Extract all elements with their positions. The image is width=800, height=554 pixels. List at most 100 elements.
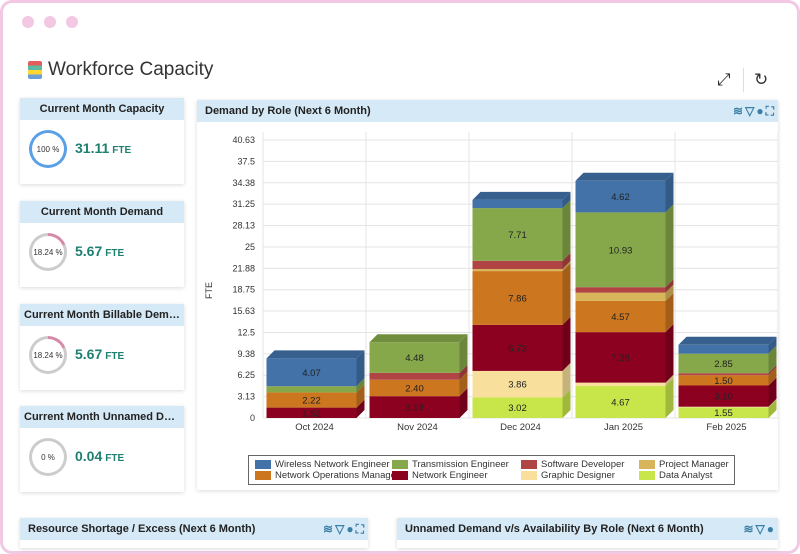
- bar-top: [266, 350, 365, 359]
- data-label: 4.57: [611, 312, 630, 323]
- data-label: 4.48: [405, 353, 424, 364]
- layers-icon[interactable]: ≋: [323, 522, 334, 536]
- card-title: Current Month Demand: [20, 201, 184, 223]
- refresh-icon[interactable]: ↻: [754, 70, 769, 89]
- bar-segment[interactable]: [678, 375, 769, 386]
- layers-icon[interactable]: ≋: [743, 522, 754, 536]
- legend-swatch: [639, 460, 655, 469]
- more-icon[interactable]: ●: [766, 522, 774, 536]
- legend-item[interactable]: Data Analyst: [639, 470, 712, 481]
- filter-icon[interactable]: ▽: [745, 104, 755, 118]
- bar-segment[interactable]: [266, 392, 357, 408]
- y-tick-label: 0: [250, 413, 255, 423]
- bar-side: [562, 200, 571, 261]
- bar-segment[interactable]: [472, 397, 563, 418]
- bar-segment[interactable]: [472, 271, 563, 325]
- data-label: 7.71: [508, 230, 527, 241]
- y-tick-label: 21.88: [232, 263, 255, 273]
- bar-segment[interactable]: [369, 396, 460, 418]
- demand-chart: 0 3.13 6.25 9.38 12.5 15.63 18.75 21.88 25 28.13 3…: [204, 132, 778, 433]
- bar-segment[interactable]: [369, 372, 460, 380]
- y-tick-label: 40.63: [232, 135, 255, 145]
- x-tick-label: Dec 2024: [500, 422, 541, 433]
- progress-ring: 100 %: [29, 130, 67, 168]
- filter-icon[interactable]: ▽: [755, 522, 765, 536]
- data-label: 1.52: [302, 408, 321, 419]
- bar-segment[interactable]: [678, 385, 769, 407]
- bar-segment[interactable]: [472, 208, 563, 261]
- filter-icon[interactable]: ▽: [335, 522, 345, 536]
- panel-title: Demand by Role (Next 6 Month): [205, 105, 371, 117]
- page-title: Workforce Capacity: [28, 59, 213, 81]
- bar-segment[interactable]: [472, 370, 563, 398]
- more-icon[interactable]: ●: [756, 104, 764, 118]
- fullscreen-icon[interactable]: ⛶: [765, 104, 774, 118]
- unnamed-demand-panel: Unnamed Demand v/s Availability By Role …: [397, 518, 778, 548]
- card-unit: FTE: [105, 248, 125, 259]
- legend-item[interactable]: Project Manager: [639, 459, 729, 470]
- y-axis-label: FTE: [204, 282, 214, 299]
- bar-segment[interactable]: [575, 300, 666, 333]
- bar-segment[interactable]: [266, 407, 357, 418]
- y-tick-label: 37.5: [237, 156, 255, 166]
- bar-segment[interactable]: [266, 358, 357, 387]
- bar-side: [665, 374, 674, 387]
- bar-segment[interactable]: [472, 324, 563, 371]
- card-value: 31.11: [75, 140, 110, 156]
- bar-segment[interactable]: [575, 212, 666, 288]
- bar-segment[interactable]: [472, 199, 563, 209]
- bar-segment[interactable]: [472, 260, 563, 270]
- layers-icon[interactable]: ≋: [733, 104, 744, 118]
- x-tick-label: Jan 2025: [604, 422, 643, 433]
- bar-segment[interactable]: [575, 180, 666, 213]
- more-icon[interactable]: ●: [346, 522, 354, 536]
- legend-swatch: [521, 460, 537, 469]
- bar-segment[interactable]: [678, 353, 769, 374]
- bar-side: [665, 204, 674, 288]
- chart-legend: Wireless Network Engineer Transmission En…: [248, 455, 735, 485]
- bar-segment[interactable]: [369, 379, 460, 397]
- bar-segment[interactable]: [678, 406, 769, 408]
- legend-item[interactable]: Transmission Engineer: [392, 459, 509, 470]
- expand-icon[interactable]: ⤢: [717, 70, 731, 89]
- card-value: 5.67: [75, 243, 103, 259]
- bar-segment[interactable]: [575, 382, 666, 387]
- kpi-card: Current Month Demand 18.24 % 5.67 FTE: [20, 201, 184, 287]
- fullscreen-icon[interactable]: ⛶: [355, 522, 364, 536]
- bar-segment[interactable]: [678, 344, 769, 354]
- bar-top: [575, 172, 674, 181]
- page-title-text: Workforce Capacity: [48, 59, 214, 80]
- x-tick-label: Nov 2024: [397, 422, 438, 433]
- data-label: 4.67: [611, 398, 630, 409]
- bar-side: [768, 399, 777, 418]
- legend-swatch: [392, 460, 408, 469]
- legend-item[interactable]: Network Engineer: [392, 470, 488, 481]
- bar-segment[interactable]: [575, 332, 666, 383]
- data-label: 3.10: [714, 392, 733, 403]
- bar-side: [459, 371, 468, 397]
- legend-item[interactable]: Graphic Designer: [521, 470, 615, 481]
- bar-segment[interactable]: [575, 287, 666, 293]
- bar-side: [356, 399, 365, 418]
- bar-side: [459, 334, 468, 373]
- card-title: Current Month Billable Demand: [20, 304, 184, 326]
- bar-segment[interactable]: [678, 373, 769, 376]
- panel-header: Demand by Role (Next 6 Month) ≋ ▽ ● ⛶: [197, 100, 778, 122]
- bar-segment[interactable]: [575, 292, 666, 301]
- bar-side: [665, 172, 674, 213]
- percent-label: 100 %: [32, 133, 64, 165]
- bar-segment[interactable]: [575, 386, 666, 418]
- data-label: 4.07: [302, 368, 321, 379]
- bar-segment[interactable]: [266, 386, 357, 393]
- legend-item[interactable]: Software Developer: [521, 459, 624, 470]
- bar-segment[interactable]: [369, 342, 460, 373]
- legend-item[interactable]: Wireless Network Engineer: [255, 459, 390, 470]
- card-title: Current Month Unnamed Dem...: [20, 406, 184, 428]
- bar-side: [768, 336, 777, 354]
- data-label: 3.86: [508, 380, 527, 391]
- bar-segment[interactable]: [472, 269, 563, 272]
- bar-segment[interactable]: [678, 407, 769, 418]
- data-label: 4.62: [611, 192, 630, 203]
- legend-item[interactable]: Network Operations Manager: [255, 470, 399, 481]
- legend-label: Wireless Network Engineer: [275, 459, 390, 470]
